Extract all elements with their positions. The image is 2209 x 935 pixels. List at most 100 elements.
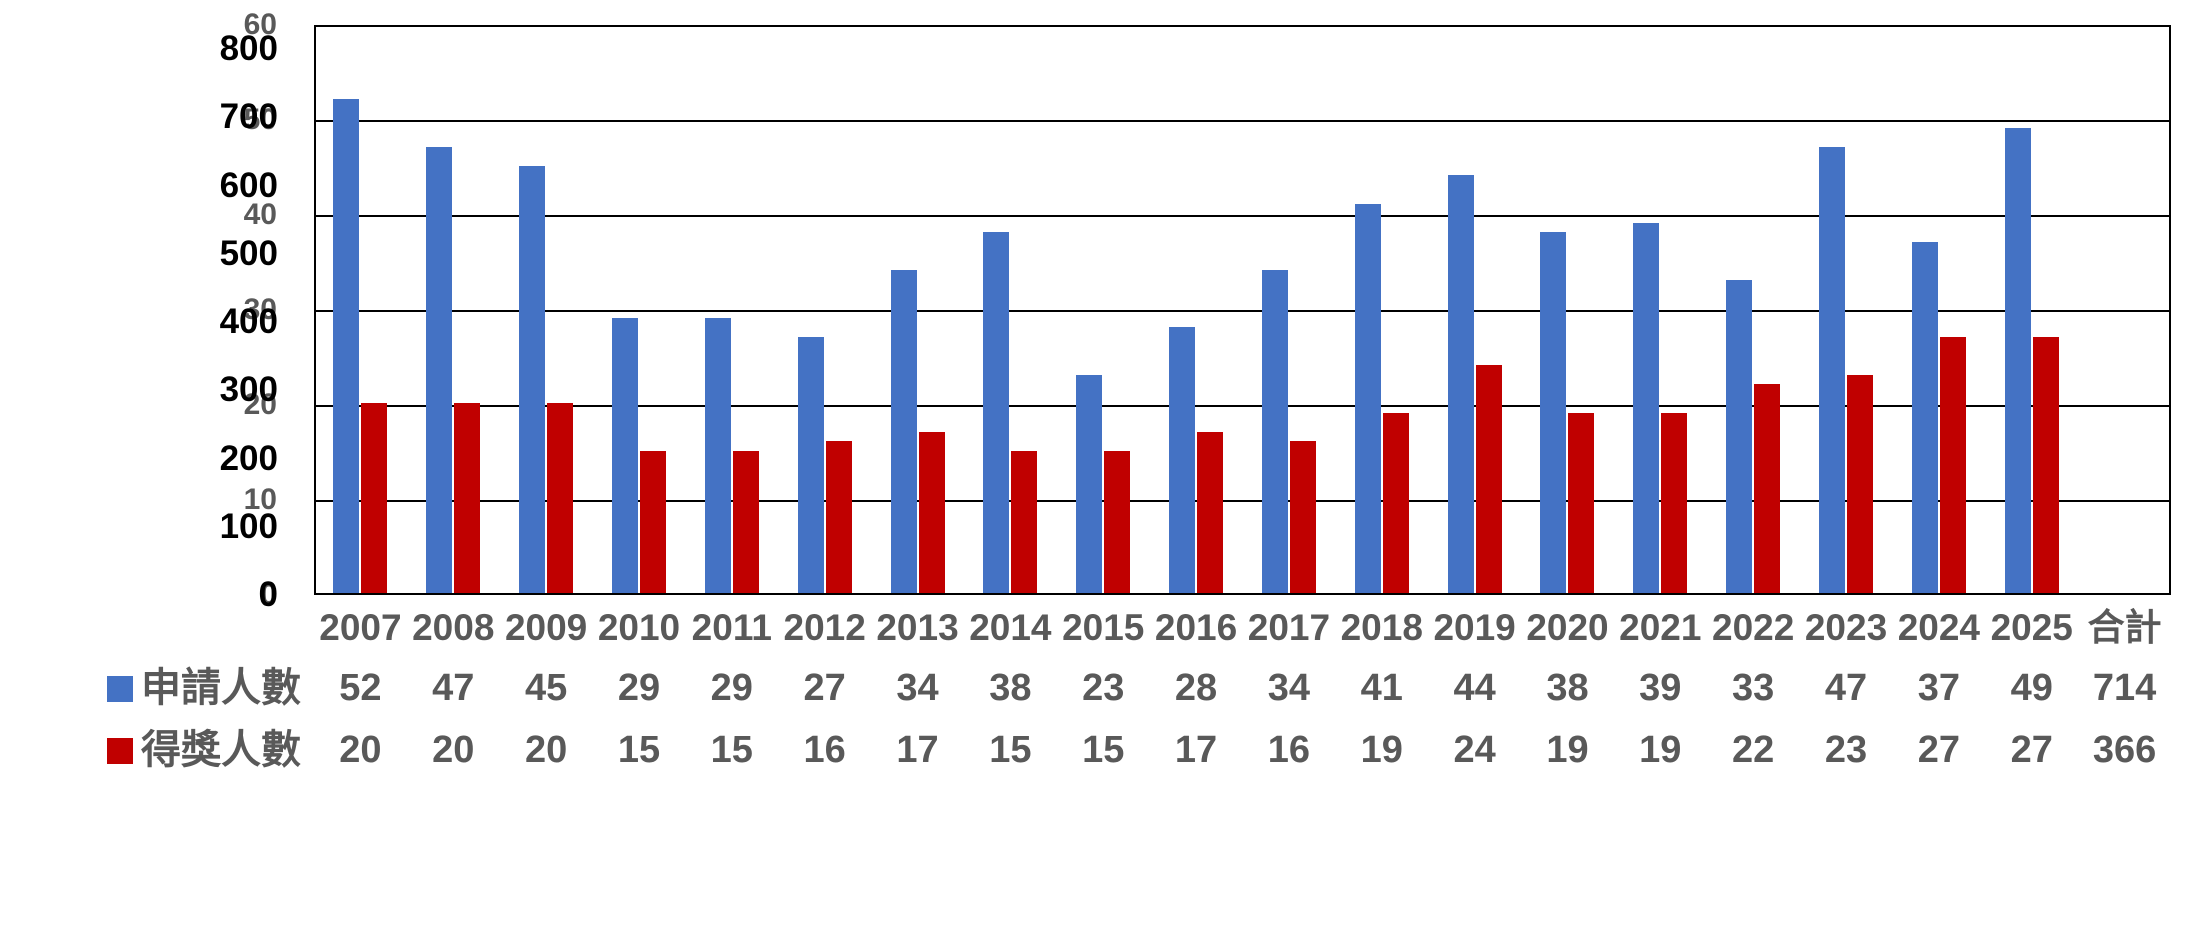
- bar-applicants-2017: [1261, 270, 1288, 593]
- table-cell-applicants-2012: 27: [803, 667, 846, 709]
- table-cell-applicants-2021: 39: [1639, 667, 1682, 709]
- bar-awardees-2012: [825, 441, 852, 593]
- y-tick-primary-100: 100: [219, 506, 278, 546]
- table-cell-awardees-2025: 27: [2010, 729, 2053, 771]
- y-tick-primary-500: 500: [219, 233, 278, 273]
- bar-awardees-2015: [1104, 450, 1131, 593]
- bar-awardees-2020: [1568, 412, 1595, 593]
- table-cell-applicants-2022: 33: [1732, 667, 1775, 709]
- x-tick-2013: 2013: [876, 607, 959, 648]
- bar-applicants-2024: [1911, 241, 1938, 593]
- table-cell-applicants-2019: 44: [1453, 667, 1496, 709]
- gridline-30: [316, 310, 2169, 312]
- x-tick-2007: 2007: [319, 607, 402, 648]
- table-cell-applicants-2025: 49: [2010, 667, 2053, 709]
- table-cell-applicants-2013: 34: [896, 667, 939, 709]
- table-cell-awardees-2011: 15: [710, 729, 753, 771]
- bar-applicants-2010: [611, 317, 638, 593]
- gridline-40: [316, 215, 2169, 217]
- bar-applicants-2025: [2004, 127, 2031, 593]
- legend-swatch-applicants: [107, 676, 133, 702]
- bar-applicants-2013: [890, 270, 917, 593]
- table-cell-awardees-2012: 16: [803, 729, 846, 771]
- table-cell-applicants-2014: 38: [989, 667, 1032, 709]
- bar-awardees-2019: [1475, 365, 1502, 593]
- x-tick-2014: 2014: [969, 607, 1052, 648]
- bar-awardees-2009: [547, 403, 574, 593]
- bar-awardees-2013: [918, 431, 945, 593]
- y-tick-secondary-10: 10: [243, 483, 277, 516]
- bar-awardees-2022: [1754, 384, 1781, 593]
- x-tick-2025: 2025: [1990, 607, 2073, 648]
- bar-awardees-2010: [639, 450, 666, 593]
- x-tick-2015: 2015: [1062, 607, 1145, 648]
- y-tick-secondary-40: 40: [243, 198, 277, 231]
- bar-applicants-2018: [1354, 203, 1381, 593]
- x-tick-2016: 2016: [1154, 607, 1238, 648]
- y-tick-secondary-0: 0: [260, 578, 277, 611]
- table-cell-awardees-2023: 23: [1824, 729, 1868, 771]
- x-tick-2017: 2017: [1247, 607, 1331, 648]
- table-cell-awardees-2019: 24: [1453, 729, 1496, 771]
- gridline-10: [316, 500, 2169, 502]
- y-tick-primary-700: 700: [219, 97, 278, 137]
- x-tick-2024: 2024: [1897, 607, 1981, 648]
- bar-applicants-2019: [1447, 175, 1474, 593]
- bar-applicants-2015: [1076, 374, 1103, 593]
- y-tick-primary-300: 300: [219, 370, 278, 410]
- x-tick-2022: 2022: [1712, 607, 1795, 648]
- table-cell-applicants-2007: 52: [339, 667, 382, 709]
- bar-applicants-2008: [426, 146, 453, 593]
- bar-awardees-2007: [361, 403, 388, 593]
- table-cell-awardees-2009: 20: [524, 729, 568, 771]
- x-tick-2023: 2023: [1804, 607, 1888, 648]
- bar-applicants-2023: [1819, 146, 1846, 593]
- table-cell-awardees-2014: 15: [989, 729, 1032, 771]
- plot-area: [314, 25, 2171, 595]
- bar-applicants-2011: [704, 317, 731, 593]
- table-cell-awardees-2016: 17: [1174, 729, 1218, 771]
- table-cell-awardees-2018: 19: [1360, 729, 1403, 771]
- bar-awardees-2018: [1382, 412, 1409, 593]
- table-cell-awardees-2007: 20: [339, 729, 382, 771]
- bar-applicants-2021: [1633, 222, 1660, 593]
- bar-applicants-2012: [797, 336, 824, 593]
- gridline-50: [316, 120, 2169, 122]
- table-cell-awardees-total: 366: [2092, 729, 2157, 771]
- table-cell-awardees-2010: 15: [617, 729, 661, 771]
- table-cell-applicants-2011: 29: [710, 667, 753, 709]
- bar-awardees-2021: [1661, 412, 1688, 593]
- table-cell-awardees-2021: 19: [1639, 729, 1682, 771]
- x-tick-2021: 2021: [1619, 607, 1702, 648]
- table-cell-applicants-2016: 28: [1174, 667, 1218, 709]
- table-cell-applicants-2024: 37: [1917, 667, 1960, 709]
- y-tick-primary-400: 400: [219, 302, 278, 341]
- gridline-20: [316, 405, 2169, 407]
- bar-awardees-2025: [2032, 336, 2059, 593]
- y-tick-primary-600: 600: [219, 165, 278, 205]
- table-cell-awardees-2020: 19: [1546, 729, 1589, 771]
- bar-awardees-2017: [1289, 441, 1316, 593]
- bar-awardees-2008: [454, 403, 481, 593]
- x-tick-2012: 2012: [783, 607, 866, 648]
- legend-label-applicants: 申請人數: [141, 666, 301, 710]
- x-tick-2009: 2009: [504, 607, 588, 648]
- y-tick-secondary-30: 30: [243, 293, 277, 326]
- table-cell-awardees-2024: 27: [1917, 729, 1960, 771]
- y-tick-secondary-20: 20: [243, 388, 277, 421]
- table-cell-applicants-2023: 47: [1824, 667, 1868, 709]
- table-cell-awardees-2013: 17: [896, 729, 939, 771]
- y-tick-secondary-60: 60: [243, 8, 277, 41]
- x-tick-2011: 2011: [691, 607, 772, 648]
- bar-applicants-2014: [983, 232, 1010, 593]
- bar-awardees-2023: [1847, 374, 1874, 593]
- bar-applicants-2007: [333, 99, 360, 593]
- legend-label-awardees: 得獎人數: [141, 728, 301, 772]
- table-cell-applicants-total: 714: [2092, 667, 2157, 709]
- table-cell-applicants-2017: 34: [1267, 667, 1311, 709]
- y-tick-secondary-50: 50: [243, 103, 277, 136]
- bar-applicants-2020: [1540, 232, 1567, 593]
- table-cell-awardees-2015: 15: [1082, 729, 1125, 771]
- table-cell-applicants-2008: 47: [432, 667, 475, 709]
